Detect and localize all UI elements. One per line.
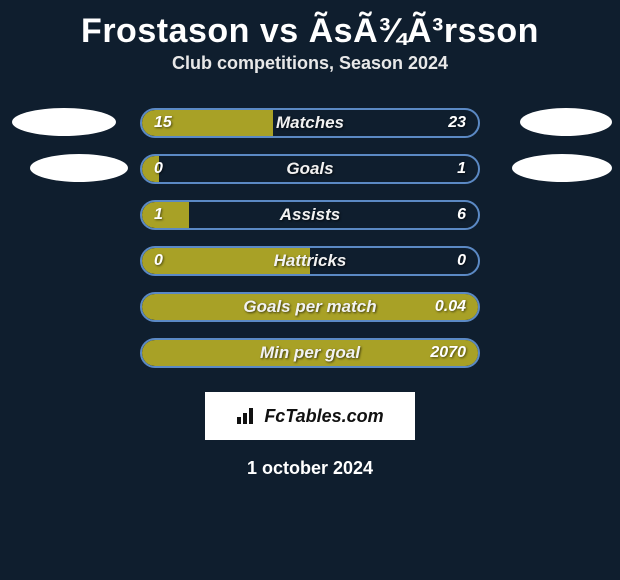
- source-badge: FcTables.com: [205, 392, 415, 440]
- stat-label: Goals: [142, 156, 478, 182]
- stat-right-value: 2070: [430, 340, 466, 366]
- source-badge-text: FcTables.com: [264, 406, 383, 427]
- stat-left-value: 15: [154, 110, 172, 136]
- right-oval: [520, 108, 612, 136]
- bar-track: 0 1Goals: [140, 154, 480, 184]
- bars-icon: [236, 407, 258, 425]
- right-oval: [512, 154, 612, 182]
- stat-right-value: 0: [457, 248, 466, 274]
- stat-row: 0 1Goals: [0, 148, 620, 194]
- date-label: 1 october 2024: [0, 458, 620, 479]
- stat-label: Assists: [142, 202, 478, 228]
- bar-track: 00Hattricks: [140, 246, 480, 276]
- stat-right-value: 23: [448, 110, 466, 136]
- stat-right-value: 6: [457, 202, 466, 228]
- stat-row: 1 6Assists: [0, 194, 620, 240]
- stats-bars: 1523Matches01Goals16Assists00Hattricks0.…: [0, 102, 620, 378]
- bar-track: 1523Matches: [140, 108, 480, 138]
- stat-right-value: 0.04: [435, 294, 466, 320]
- stat-row: 00Hattricks: [0, 240, 620, 286]
- left-oval: [30, 154, 128, 182]
- page-subtitle: Club competitions, Season 2024: [0, 53, 620, 74]
- bar-track: 1 6Assists: [140, 200, 480, 230]
- stat-row: 1523Matches: [0, 102, 620, 148]
- bar-fill: [142, 340, 478, 366]
- bar-track: 0.04Goals per match: [140, 292, 480, 322]
- bar-fill: [142, 248, 310, 274]
- stat-left-value: 1: [154, 202, 163, 228]
- bar-fill: [142, 294, 478, 320]
- bar-track: 2070Min per goal: [140, 338, 480, 368]
- stat-row: 2070Min per goal: [0, 332, 620, 378]
- stat-right-value: 1: [457, 156, 466, 182]
- stat-row: 0.04Goals per match: [0, 286, 620, 332]
- left-oval: [12, 108, 116, 136]
- stat-left-value: 0: [154, 156, 163, 182]
- stat-left-value: 0: [154, 248, 163, 274]
- bar-fill: [142, 202, 189, 228]
- page-title: Frostason vs ÃsÃ¾Ã³rsson: [0, 12, 620, 51]
